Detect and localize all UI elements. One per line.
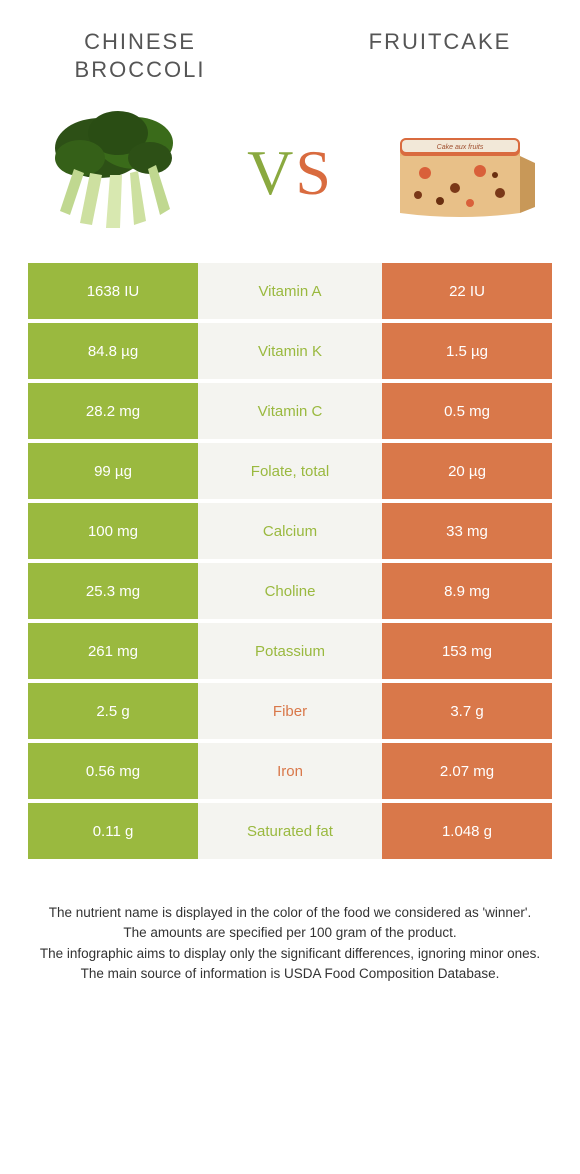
table-row: 84.8 µgVitamin K1.5 µg [28,323,552,379]
right-value: 0.5 mg [382,383,552,439]
right-value: 3.7 g [382,683,552,739]
right-value: 22 IU [382,263,552,319]
nutrient-label: Saturated fat [198,803,382,859]
table-row: 99 µgFolate, total20 µg [28,443,552,499]
left-value: 0.11 g [28,803,198,859]
nutrient-table: 1638 IUVitamin A22 IU84.8 µgVitamin K1.5… [0,263,580,859]
title-row: CHINESE BROCCOLI FRUITCAKE [0,0,580,93]
svg-text:Cake aux fruits: Cake aux fruits [437,144,484,151]
left-value: 2.5 g [28,683,198,739]
footnote-line: The nutrient name is displayed in the co… [30,903,550,923]
nutrient-label: Vitamin C [198,383,382,439]
nutrient-label: Potassium [198,623,382,679]
table-row: 261 mgPotassium153 mg [28,623,552,679]
left-value: 1638 IU [28,263,198,319]
image-row: VS Cake aux fruits [0,93,580,263]
left-value: 25.3 mg [28,563,198,619]
table-row: 1638 IUVitamin A22 IU [28,263,552,319]
right-value: 1.048 g [382,803,552,859]
vs-v: V [247,137,295,208]
nutrient-label: Vitamin K [198,323,382,379]
right-value: 2.07 mg [382,743,552,799]
nutrient-label: Vitamin A [198,263,382,319]
vs-label: VS [247,136,333,210]
left-value: 100 mg [28,503,198,559]
left-value: 84.8 µg [28,323,198,379]
right-value: 1.5 µg [382,323,552,379]
table-row: 2.5 gFiber3.7 g [28,683,552,739]
footnotes: The nutrient name is displayed in the co… [0,863,580,984]
vs-s: S [295,137,333,208]
right-food-title: FRUITCAKE [340,28,540,83]
nutrient-label: Iron [198,743,382,799]
right-value: 20 µg [382,443,552,499]
footnote-line: The main source of information is USDA F… [30,964,550,984]
footnote-line: The infographic aims to display only the… [30,944,550,964]
left-value: 0.56 mg [28,743,198,799]
right-value: 153 mg [382,623,552,679]
broccoli-icon [30,103,210,243]
right-value: 33 mg [382,503,552,559]
footnote-line: The amounts are specified per 100 gram o… [30,923,550,943]
nutrient-label: Folate, total [198,443,382,499]
right-value: 8.9 mg [382,563,552,619]
left-value: 28.2 mg [28,383,198,439]
nutrient-label: Calcium [198,503,382,559]
table-row: 28.2 mgVitamin C0.5 mg [28,383,552,439]
nutrient-label: Fiber [198,683,382,739]
nutrient-label: Choline [198,563,382,619]
table-row: 0.56 mgIron2.07 mg [28,743,552,799]
left-value: 99 µg [28,443,198,499]
fruitcake-icon: Cake aux fruits [370,103,550,243]
table-row: 25.3 mgCholine8.9 mg [28,563,552,619]
table-row: 0.11 gSaturated fat1.048 g [28,803,552,859]
table-row: 100 mgCalcium33 mg [28,503,552,559]
left-food-title: CHINESE BROCCOLI [40,28,240,83]
left-value: 261 mg [28,623,198,679]
